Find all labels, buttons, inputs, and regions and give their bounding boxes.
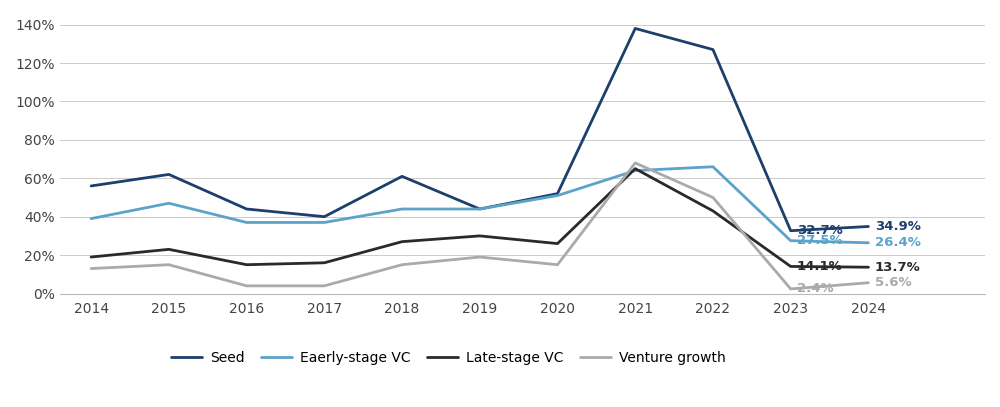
Text: 13.7%: 13.7% [875, 261, 920, 274]
Late-stage VC [241, 262, 253, 267]
Text: 27.5%: 27.5% [797, 234, 843, 247]
Seed [85, 184, 97, 188]
Late-stage VC [163, 247, 175, 252]
Line: Eaerly-stage VC: Eaerly-stage VC [91, 167, 868, 243]
Late-stage VC [785, 264, 797, 269]
Late-stage VC [318, 260, 330, 265]
Eaerly-stage VC [707, 164, 719, 169]
Legend: Seed, Eaerly-stage VC, Late-stage VC, Venture growth: Seed, Eaerly-stage VC, Late-stage VC, Ve… [165, 345, 732, 370]
Text: 5.6%: 5.6% [875, 276, 911, 289]
Venture growth [629, 160, 641, 165]
Text: 26.4%: 26.4% [875, 236, 921, 249]
Line: Seed: Seed [91, 28, 868, 231]
Venture growth [163, 262, 175, 267]
Late-stage VC [552, 241, 564, 246]
Seed [629, 26, 641, 31]
Eaerly-stage VC [629, 168, 641, 173]
Venture growth [552, 262, 564, 267]
Eaerly-stage VC [241, 220, 253, 225]
Eaerly-stage VC [396, 207, 408, 212]
Venture growth [241, 283, 253, 288]
Seed [552, 191, 564, 196]
Eaerly-stage VC [785, 238, 797, 243]
Text: 34.9%: 34.9% [875, 220, 921, 233]
Venture growth [318, 283, 330, 288]
Seed [862, 224, 874, 229]
Late-stage VC [474, 234, 486, 239]
Late-stage VC [85, 255, 97, 260]
Late-stage VC [862, 265, 874, 270]
Line: Venture growth: Venture growth [91, 163, 868, 289]
Venture growth [785, 287, 797, 291]
Seed [785, 228, 797, 233]
Seed [318, 214, 330, 219]
Eaerly-stage VC [163, 201, 175, 206]
Seed [241, 207, 253, 212]
Late-stage VC [707, 208, 719, 213]
Text: 14.1%: 14.1% [797, 260, 843, 273]
Late-stage VC [396, 239, 408, 244]
Line: Late-stage VC: Late-stage VC [91, 168, 868, 267]
Venture growth [474, 255, 486, 260]
Venture growth [707, 195, 719, 200]
Text: 2.4%: 2.4% [797, 282, 834, 295]
Venture growth [85, 266, 97, 271]
Seed [396, 174, 408, 179]
Seed [707, 47, 719, 52]
Eaerly-stage VC [552, 193, 564, 198]
Eaerly-stage VC [862, 241, 874, 245]
Eaerly-stage VC [474, 207, 486, 212]
Text: 32.7%: 32.7% [797, 224, 843, 237]
Seed [163, 172, 175, 177]
Eaerly-stage VC [85, 216, 97, 221]
Eaerly-stage VC [318, 220, 330, 225]
Venture growth [862, 280, 874, 285]
Late-stage VC [629, 166, 641, 171]
Seed [474, 207, 486, 212]
Venture growth [396, 262, 408, 267]
